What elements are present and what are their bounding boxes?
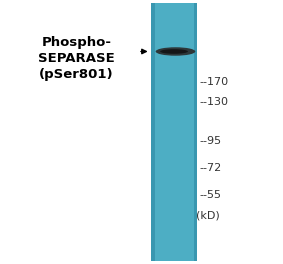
Text: --170: --170 [200,77,229,87]
Bar [151,3,197,261]
Text: --72: --72 [200,163,222,173]
Bar [151,3,155,261]
Ellipse shape [160,49,188,54]
Text: Phospho-
SEPARASE
(pSer801): Phospho- SEPARASE (pSer801) [38,36,115,81]
Text: --55: --55 [200,190,222,200]
Ellipse shape [156,47,195,56]
Bar [194,3,197,261]
Text: --95: --95 [200,136,222,146]
Text: --130: --130 [200,97,228,107]
Text: (kD): (kD) [196,210,220,220]
